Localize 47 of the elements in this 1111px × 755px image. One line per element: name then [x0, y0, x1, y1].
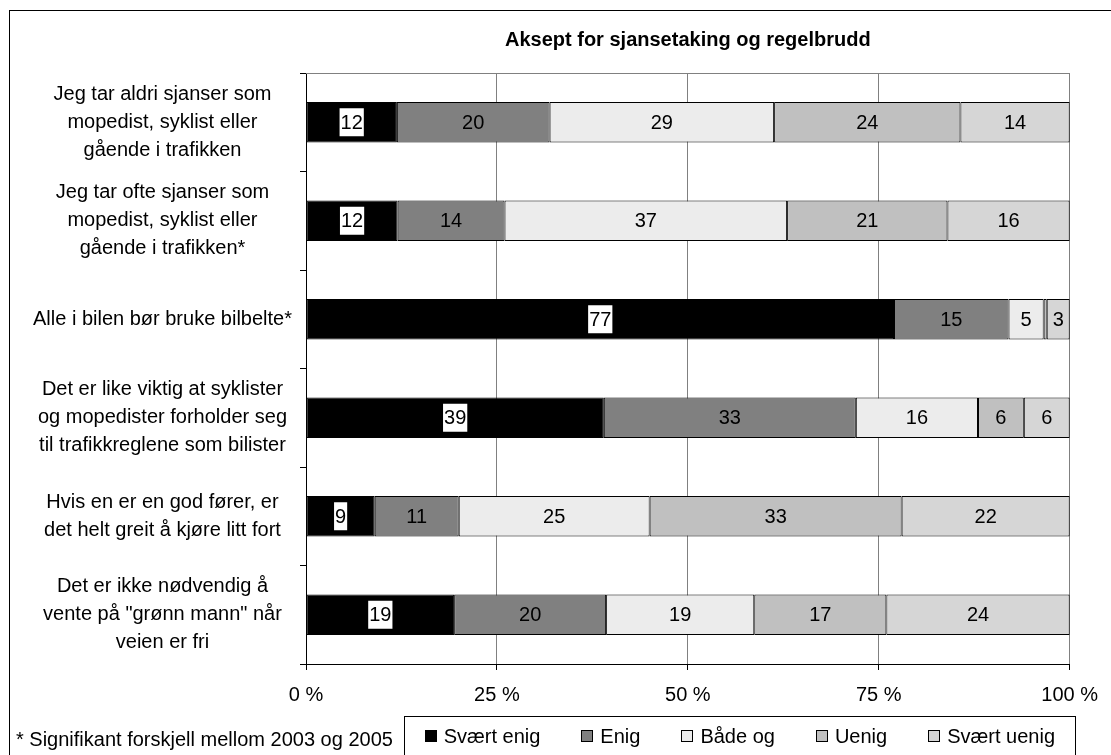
- data-label: 6: [1041, 406, 1053, 429]
- data-label: 19: [369, 603, 392, 626]
- data-label: 15: [940, 307, 963, 330]
- data-label: 37: [634, 209, 657, 232]
- y-tick-label: Hvis en er en god fører, er det helt greit å kjøre litt fort: [44, 489, 282, 540]
- data-label: 5: [1020, 307, 1032, 330]
- data-label: 11: [406, 504, 428, 527]
- legend-label: Både og: [700, 724, 775, 748]
- data-label: 21: [856, 209, 879, 232]
- data-label: 24: [856, 110, 879, 133]
- legend-label: Svært enig: [443, 724, 541, 748]
- data-label: 3: [1052, 307, 1064, 330]
- y-tick-label: Det er like viktig at syklister og mopedister forholder seg til trafikkreglene som bilister: [37, 377, 288, 456]
- chart-title: Aksept for sjansetaking og regelbrudd: [505, 28, 871, 51]
- y-tick-label: Det er ikke nødvendig å vente på "grønn mann" når veien er fri: [43, 574, 283, 653]
- data-label: 16: [905, 406, 929, 429]
- data-label: 6: [995, 406, 1007, 429]
- data-label: 20: [519, 603, 542, 626]
- x-tick-label: 50 %: [665, 682, 711, 705]
- data-label: 22: [974, 504, 997, 527]
- legend-label: Uenig: [834, 724, 888, 748]
- y-tick-label: Jeg tar ofte sjanser som mopedist, syklist eller gående i trafikken*: [55, 180, 270, 259]
- y-tick-label: Jeg tar aldri sjanser som mopedist, syklist eller gående i trafikken: [53, 81, 272, 160]
- data-label: 9: [335, 504, 347, 527]
- data-label: 16: [997, 209, 1020, 232]
- data-label: 25: [543, 504, 566, 527]
- data-label: 19: [669, 603, 692, 626]
- data-label: 12: [340, 110, 363, 133]
- data-label: 33: [764, 504, 787, 527]
- data-label: 39: [444, 406, 467, 429]
- data-label: 14: [439, 209, 463, 232]
- x-tick-label: 75 %: [855, 682, 902, 705]
- legend-label: Enig: [600, 724, 641, 748]
- data-label: 20: [462, 110, 485, 133]
- x-tick-label: 0 %: [288, 682, 324, 705]
- data-label: 29: [650, 110, 673, 133]
- data-label: 77: [589, 307, 612, 330]
- data-label: 33: [718, 406, 741, 429]
- data-label: 12: [340, 209, 364, 232]
- legend-label: Svært uenig: [947, 724, 1056, 748]
- y-tick-label: Alle i bilen bør bruke bilbelte*: [32, 306, 293, 329]
- data-label: 17: [809, 603, 832, 626]
- data-label: 24: [966, 603, 990, 626]
- data-label: 14: [1003, 110, 1027, 133]
- x-tick-label: 25 %: [474, 682, 520, 705]
- text: * Signifikant forskjell mellom 2003 og 2005: [16, 728, 393, 751]
- x-tick-label: 100 %: [1041, 682, 1099, 705]
